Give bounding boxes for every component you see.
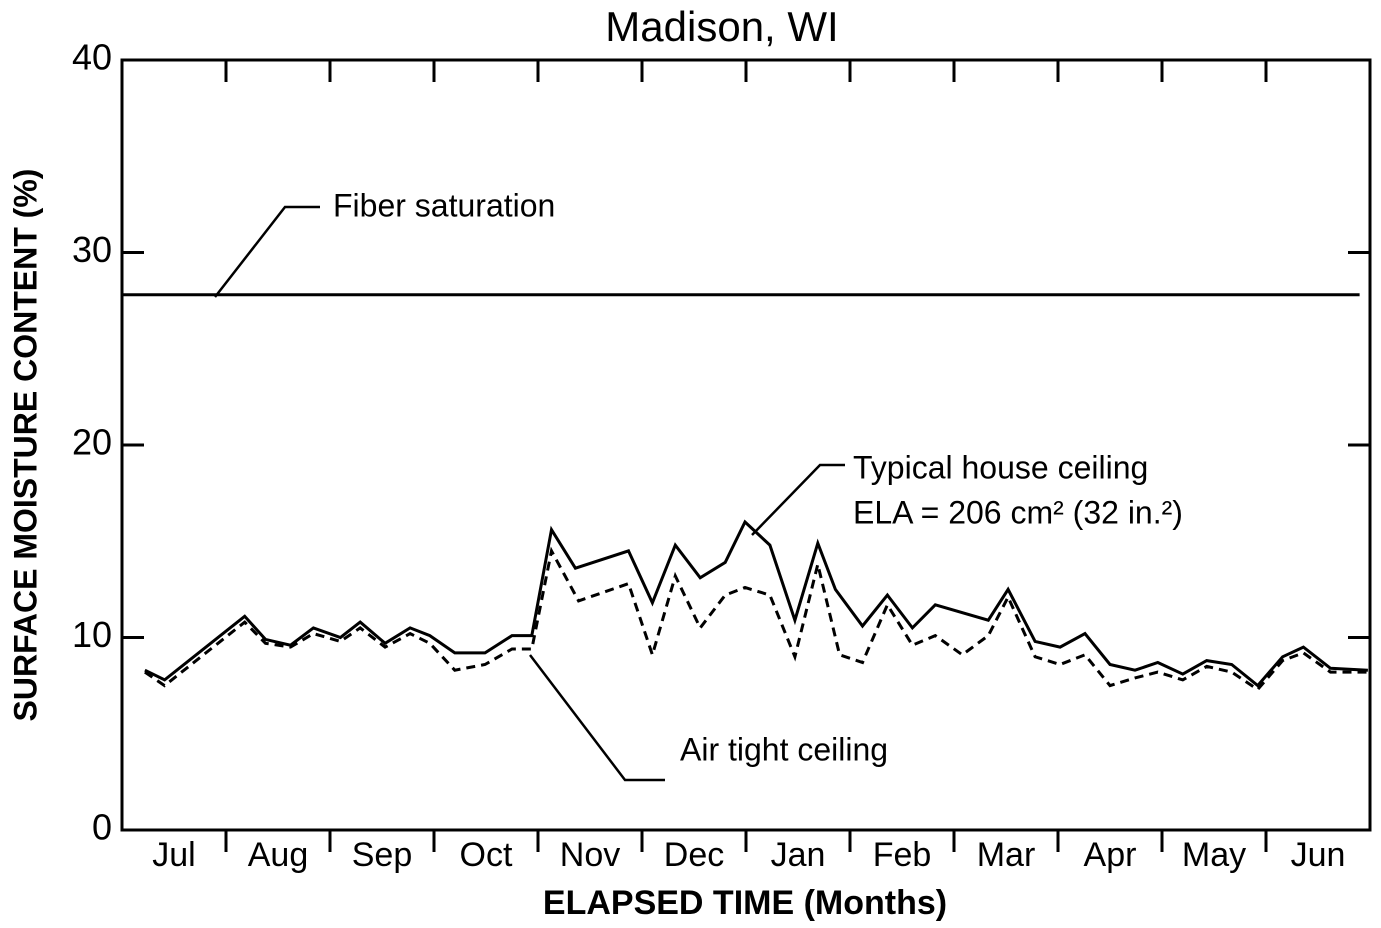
x-tick-label: Jun [1291, 836, 1346, 874]
series-line [144, 546, 1368, 692]
annotation: Air tight ceiling [680, 731, 888, 767]
chart-title: Madison, WI [605, 3, 838, 50]
x-tick-label: Oct [460, 836, 513, 874]
leader-line [751, 463, 845, 536]
y-tick-label: 20 [72, 422, 112, 463]
y-axis-label: SURFACE MOISTURE CONTENT (%) [7, 169, 43, 722]
x-tick-label: Nov [560, 836, 620, 874]
y-tick-label: 10 [72, 614, 112, 655]
annotation: ELA = 206 cm² (32 in.²) [853, 494, 1183, 530]
x-tick-label: Jul [152, 836, 195, 874]
x-tick-label: Dec [664, 836, 724, 874]
x-tick-label: Feb [873, 836, 932, 874]
x-tick-label: Sep [352, 836, 413, 874]
x-tick-label: Apr [1084, 836, 1137, 874]
annotation: Typical house ceiling [853, 449, 1148, 485]
x-tick-label: May [1182, 836, 1246, 874]
leader-line [529, 654, 665, 782]
y-tick-label: 40 [72, 37, 112, 78]
plot-frame [120, 58, 1372, 832]
leader-line [214, 205, 320, 298]
x-tick-label: Jan [771, 836, 826, 874]
x-tick-label: Aug [248, 836, 309, 874]
y-tick-label: 0 [92, 807, 112, 848]
x-axis-label: ELAPSED TIME (Months) [543, 884, 947, 922]
annotation: Fiber saturation [333, 187, 555, 223]
series-line [144, 519, 1368, 688]
y-tick-label: 30 [72, 229, 112, 270]
x-tick-label: Mar [977, 836, 1036, 874]
